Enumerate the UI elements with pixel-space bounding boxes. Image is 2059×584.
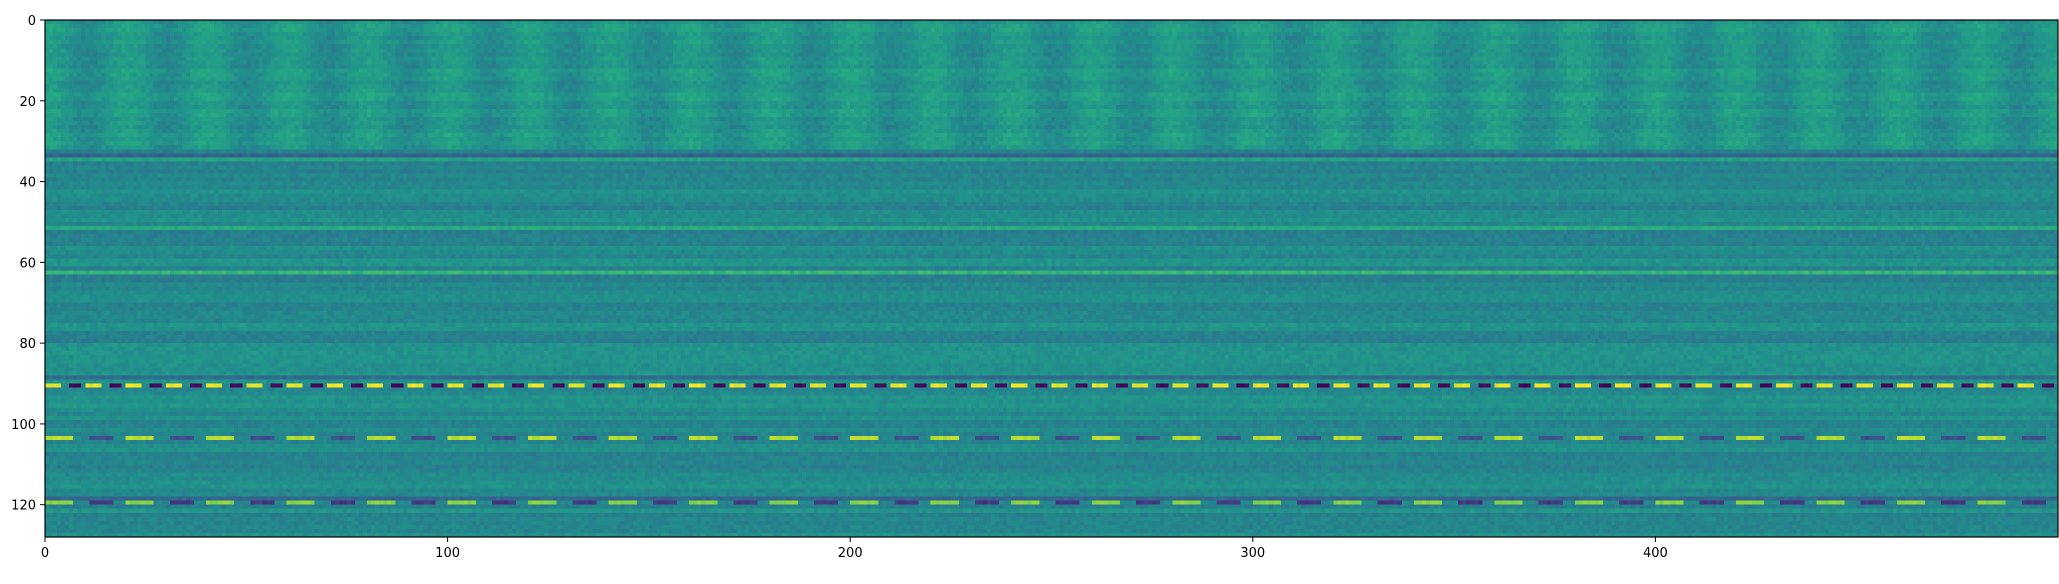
y-axis: 0 20 40 60 80 100 120	[11, 14, 45, 514]
y-tick-label: 20	[19, 95, 36, 110]
x-tick-label: 0	[41, 546, 49, 561]
plot-frame	[44, 19, 2059, 538]
x-tick-label: 100	[435, 546, 460, 561]
y-tick-label: 60	[19, 256, 36, 271]
x-tick-label: 200	[838, 546, 863, 561]
x-tick-label: 400	[1643, 546, 1668, 561]
y-tick-label: 100	[11, 418, 36, 433]
y-tick-label: 40	[19, 176, 36, 191]
y-tick-label: 0	[28, 14, 36, 29]
heatmap-cells	[45, 20, 2058, 537]
x-tick-label: 300	[1240, 546, 1265, 561]
x-axis: 0 100 200 300 400	[41, 537, 1668, 561]
y-tick-label: 80	[19, 337, 36, 352]
heatmap-image	[45, 20, 2058, 537]
y-tick-label: 120	[11, 499, 36, 514]
